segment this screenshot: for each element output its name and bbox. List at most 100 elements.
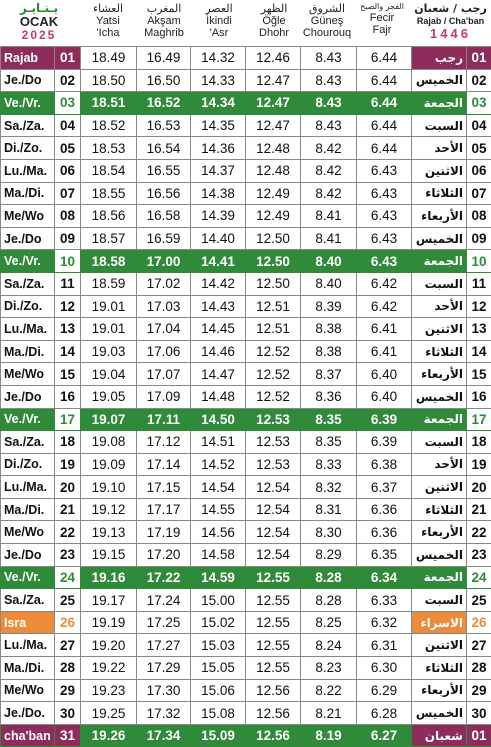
- icha-time: 19.01: [81, 318, 137, 341]
- fajr-time: 6.40: [357, 363, 412, 386]
- weekday-label: cha'ban: [1, 724, 55, 747]
- dhohr-time: 12.52: [246, 340, 301, 363]
- icha-time: 18.54: [81, 159, 137, 182]
- maghrib-time: 17.22: [137, 566, 191, 589]
- dhohr-time: 12.52: [246, 385, 301, 408]
- maghrib-time: 17.03: [137, 295, 191, 318]
- dhohr-time: 12.50: [246, 272, 301, 295]
- col-ar: الشروق: [299, 2, 355, 15]
- gregorian-year: 2025: [0, 29, 78, 42]
- hijri-day: 21: [467, 498, 491, 521]
- weekday-arabic: الخميس: [412, 69, 467, 92]
- asr-time: 14.50: [191, 408, 246, 431]
- icha-time: 19.15: [81, 544, 137, 567]
- fajr-time: 6.43: [357, 205, 412, 228]
- hijri-day: 28: [467, 657, 491, 680]
- weekday-label: Me/Wo: [1, 679, 55, 702]
- hijri-day: 15: [467, 363, 491, 386]
- gregorian-day: 12: [55, 295, 81, 318]
- asr-time: 14.52: [191, 453, 246, 476]
- chourouq-time: 8.31: [301, 498, 357, 521]
- fajr-time: 6.42: [357, 272, 412, 295]
- hijri-day: 22: [467, 521, 491, 544]
- weekday-arabic: الخميس: [412, 544, 467, 567]
- asr-time: 14.41: [191, 250, 246, 273]
- gregorian-day: 18: [55, 431, 81, 454]
- asr-time: 14.48: [191, 385, 246, 408]
- fajr-time: 6.43: [357, 159, 412, 182]
- gregorian-day: 13: [55, 318, 81, 341]
- weekday-label: Rajab: [1, 47, 55, 70]
- icha-time: 19.10: [81, 476, 137, 499]
- chourouq-time: 8.30: [301, 521, 357, 544]
- asr-time: 14.33: [191, 69, 246, 92]
- asr-time: 14.56: [191, 521, 246, 544]
- fajr-time: 6.44: [357, 114, 412, 137]
- dhohr-time: 12.53: [246, 431, 301, 454]
- dhohr-time: 12.52: [246, 363, 301, 386]
- asr-time: 14.54: [191, 476, 246, 499]
- maghrib-time: 17.11: [137, 408, 191, 431]
- icha-time: 19.23: [81, 679, 137, 702]
- fajr-time: 6.43: [357, 250, 412, 273]
- weekday-arabic: رجب: [412, 47, 467, 70]
- fajr-time: 6.44: [357, 92, 412, 115]
- hijri-day: 14: [467, 340, 491, 363]
- dhohr-time: 12.48: [246, 159, 301, 182]
- maghrib-time: 17.25: [137, 611, 191, 634]
- weekday-label: Ma./Di.: [1, 657, 55, 680]
- dhohr-time: 12.47: [246, 114, 301, 137]
- fajr-time: 6.42: [357, 295, 412, 318]
- asr-time: 14.37: [191, 159, 246, 182]
- gregorian-day: 01: [55, 47, 81, 70]
- col-l2: 'Icha: [82, 27, 134, 39]
- chourouq-time: 8.42: [301, 182, 357, 205]
- icha-time: 18.50: [81, 69, 137, 92]
- dhohr-time: 12.55: [246, 589, 301, 612]
- maghrib-time: 16.53: [137, 114, 191, 137]
- chourouq-time: 8.43: [301, 47, 357, 70]
- col-l1: Fecir: [356, 12, 408, 24]
- asr-time: 14.40: [191, 227, 246, 250]
- header-chourouq: الشروق Güneş Chourouq: [299, 0, 355, 46]
- gregorian-day: 22: [55, 521, 81, 544]
- gregorian-day: 26: [55, 611, 81, 634]
- hijri-day: 01: [467, 724, 491, 747]
- header-maghrib: المغرب Akşam Maghrib: [137, 0, 191, 46]
- dhohr-time: 12.51: [246, 295, 301, 318]
- col-l2: Chourouq: [299, 27, 355, 39]
- hijri-day: 18: [467, 431, 491, 454]
- weekday-label: Ma./Di.: [1, 498, 55, 521]
- gregorian-day: 20: [55, 476, 81, 499]
- col-l1: Öğle: [247, 15, 301, 27]
- weekday-label: Di./Zo.: [1, 137, 55, 160]
- hijri-day: 10: [467, 250, 491, 273]
- chourouq-time: 8.40: [301, 272, 357, 295]
- weekday-arabic: الأربعاء: [412, 521, 467, 544]
- chourouq-time: 8.35: [301, 408, 357, 431]
- fajr-time: 6.30: [357, 657, 412, 680]
- hijri-day: 12: [467, 295, 491, 318]
- maghrib-time: 17.27: [137, 634, 191, 657]
- icha-time: 19.09: [81, 453, 137, 476]
- gregorian-day: 04: [55, 114, 81, 137]
- chourouq-time: 8.25: [301, 611, 357, 634]
- hijri-day: 02: [467, 69, 491, 92]
- asr-time: 14.38: [191, 182, 246, 205]
- weekday-label: Me/Wo: [1, 205, 55, 228]
- chourouq-time: 8.42: [301, 137, 357, 160]
- chourouq-time: 8.33: [301, 453, 357, 476]
- maghrib-time: 17.12: [137, 431, 191, 454]
- weekday-arabic: الأربعاء: [412, 205, 467, 228]
- gregorian-day: 30: [55, 702, 81, 725]
- icha-time: 19.04: [81, 363, 137, 386]
